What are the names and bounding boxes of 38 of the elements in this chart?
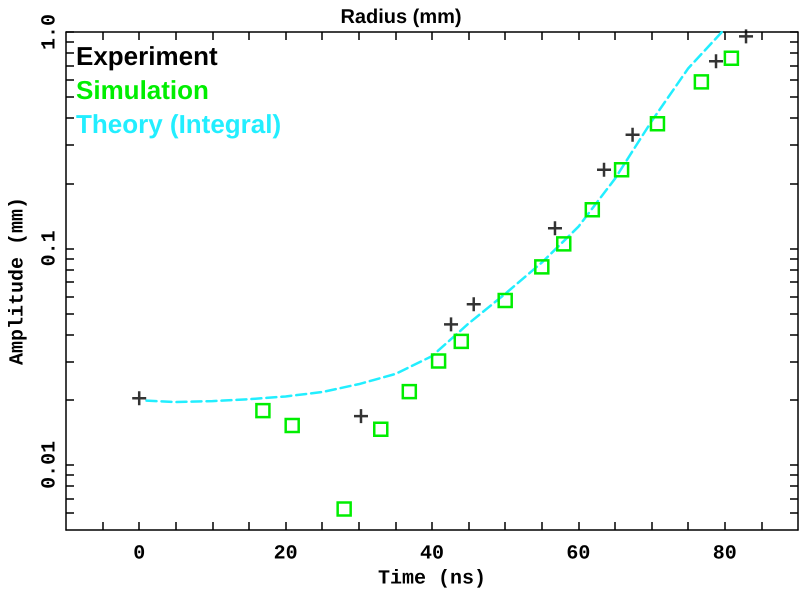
point <box>738 28 754 45</box>
point <box>352 408 370 424</box>
point <box>373 422 389 438</box>
x-tick-label: 0 <box>133 542 146 566</box>
point <box>130 390 148 407</box>
text: Simulation <box>76 75 209 105</box>
x-axis-title: Time (ns) <box>378 567 486 590</box>
y-tick-label: 0.01 <box>38 440 62 489</box>
point <box>724 50 740 66</box>
y-tick-label: 1.0 <box>38 14 62 50</box>
point <box>546 220 564 236</box>
text: Theory (Integral) <box>76 109 282 139</box>
x-tick-label: 60 <box>566 542 590 566</box>
point <box>255 402 271 418</box>
y-tick-label: 0.1 <box>38 230 62 266</box>
x-tick-label: 40 <box>420 542 444 566</box>
x-tick-label: 20 <box>274 542 298 566</box>
point <box>454 334 470 350</box>
y-axis-title: Amplitude (mm) <box>6 196 30 366</box>
point <box>402 384 418 400</box>
point <box>596 161 612 178</box>
point <box>465 296 482 313</box>
point <box>556 236 572 252</box>
point <box>694 74 710 90</box>
point <box>534 259 550 275</box>
point <box>624 126 641 144</box>
point <box>650 116 666 132</box>
point <box>708 52 724 70</box>
legend-label: Experiment <box>76 41 218 71</box>
point <box>430 353 446 369</box>
point <box>336 501 352 517</box>
point <box>584 202 600 218</box>
point <box>614 162 630 178</box>
point <box>497 292 513 308</box>
chart-title: Radius (mm) <box>340 6 462 28</box>
x-tick-label: 80 <box>712 542 737 566</box>
point <box>442 316 460 333</box>
point <box>284 418 300 434</box>
